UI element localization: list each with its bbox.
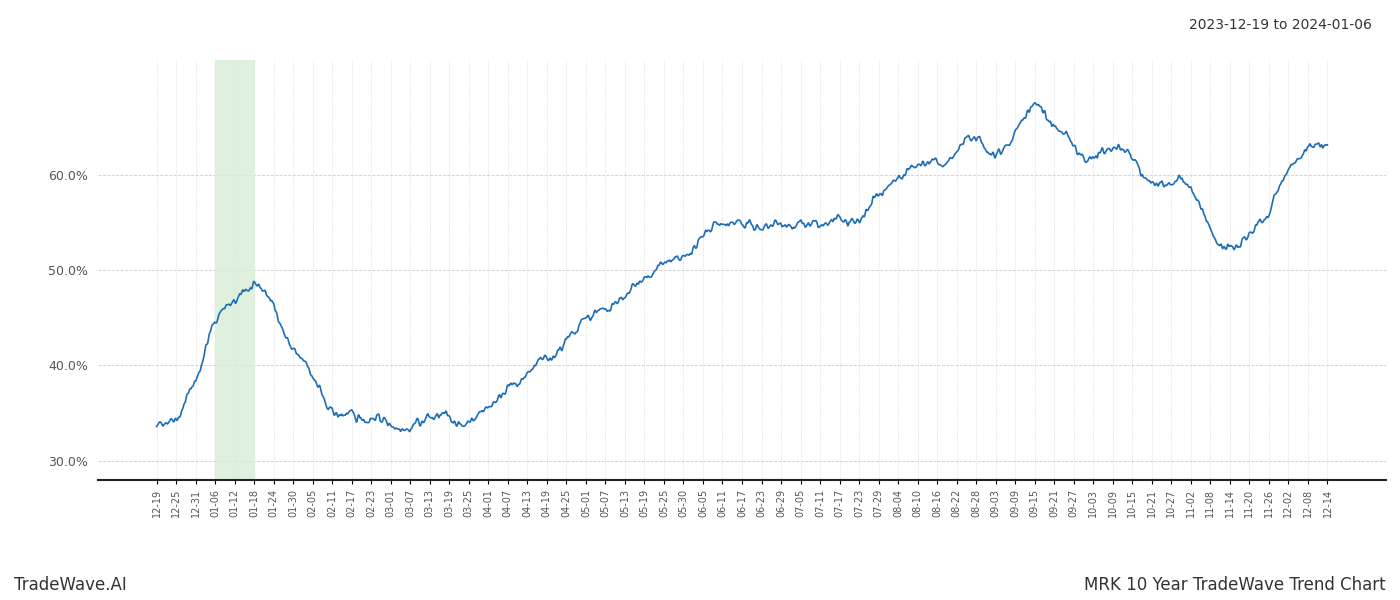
Text: TradeWave.AI: TradeWave.AI (14, 576, 127, 594)
Text: MRK 10 Year TradeWave Trend Chart: MRK 10 Year TradeWave Trend Chart (1085, 576, 1386, 594)
Text: 2023-12-19 to 2024-01-06: 2023-12-19 to 2024-01-06 (1189, 18, 1372, 32)
Bar (216, 60, 255, 480)
